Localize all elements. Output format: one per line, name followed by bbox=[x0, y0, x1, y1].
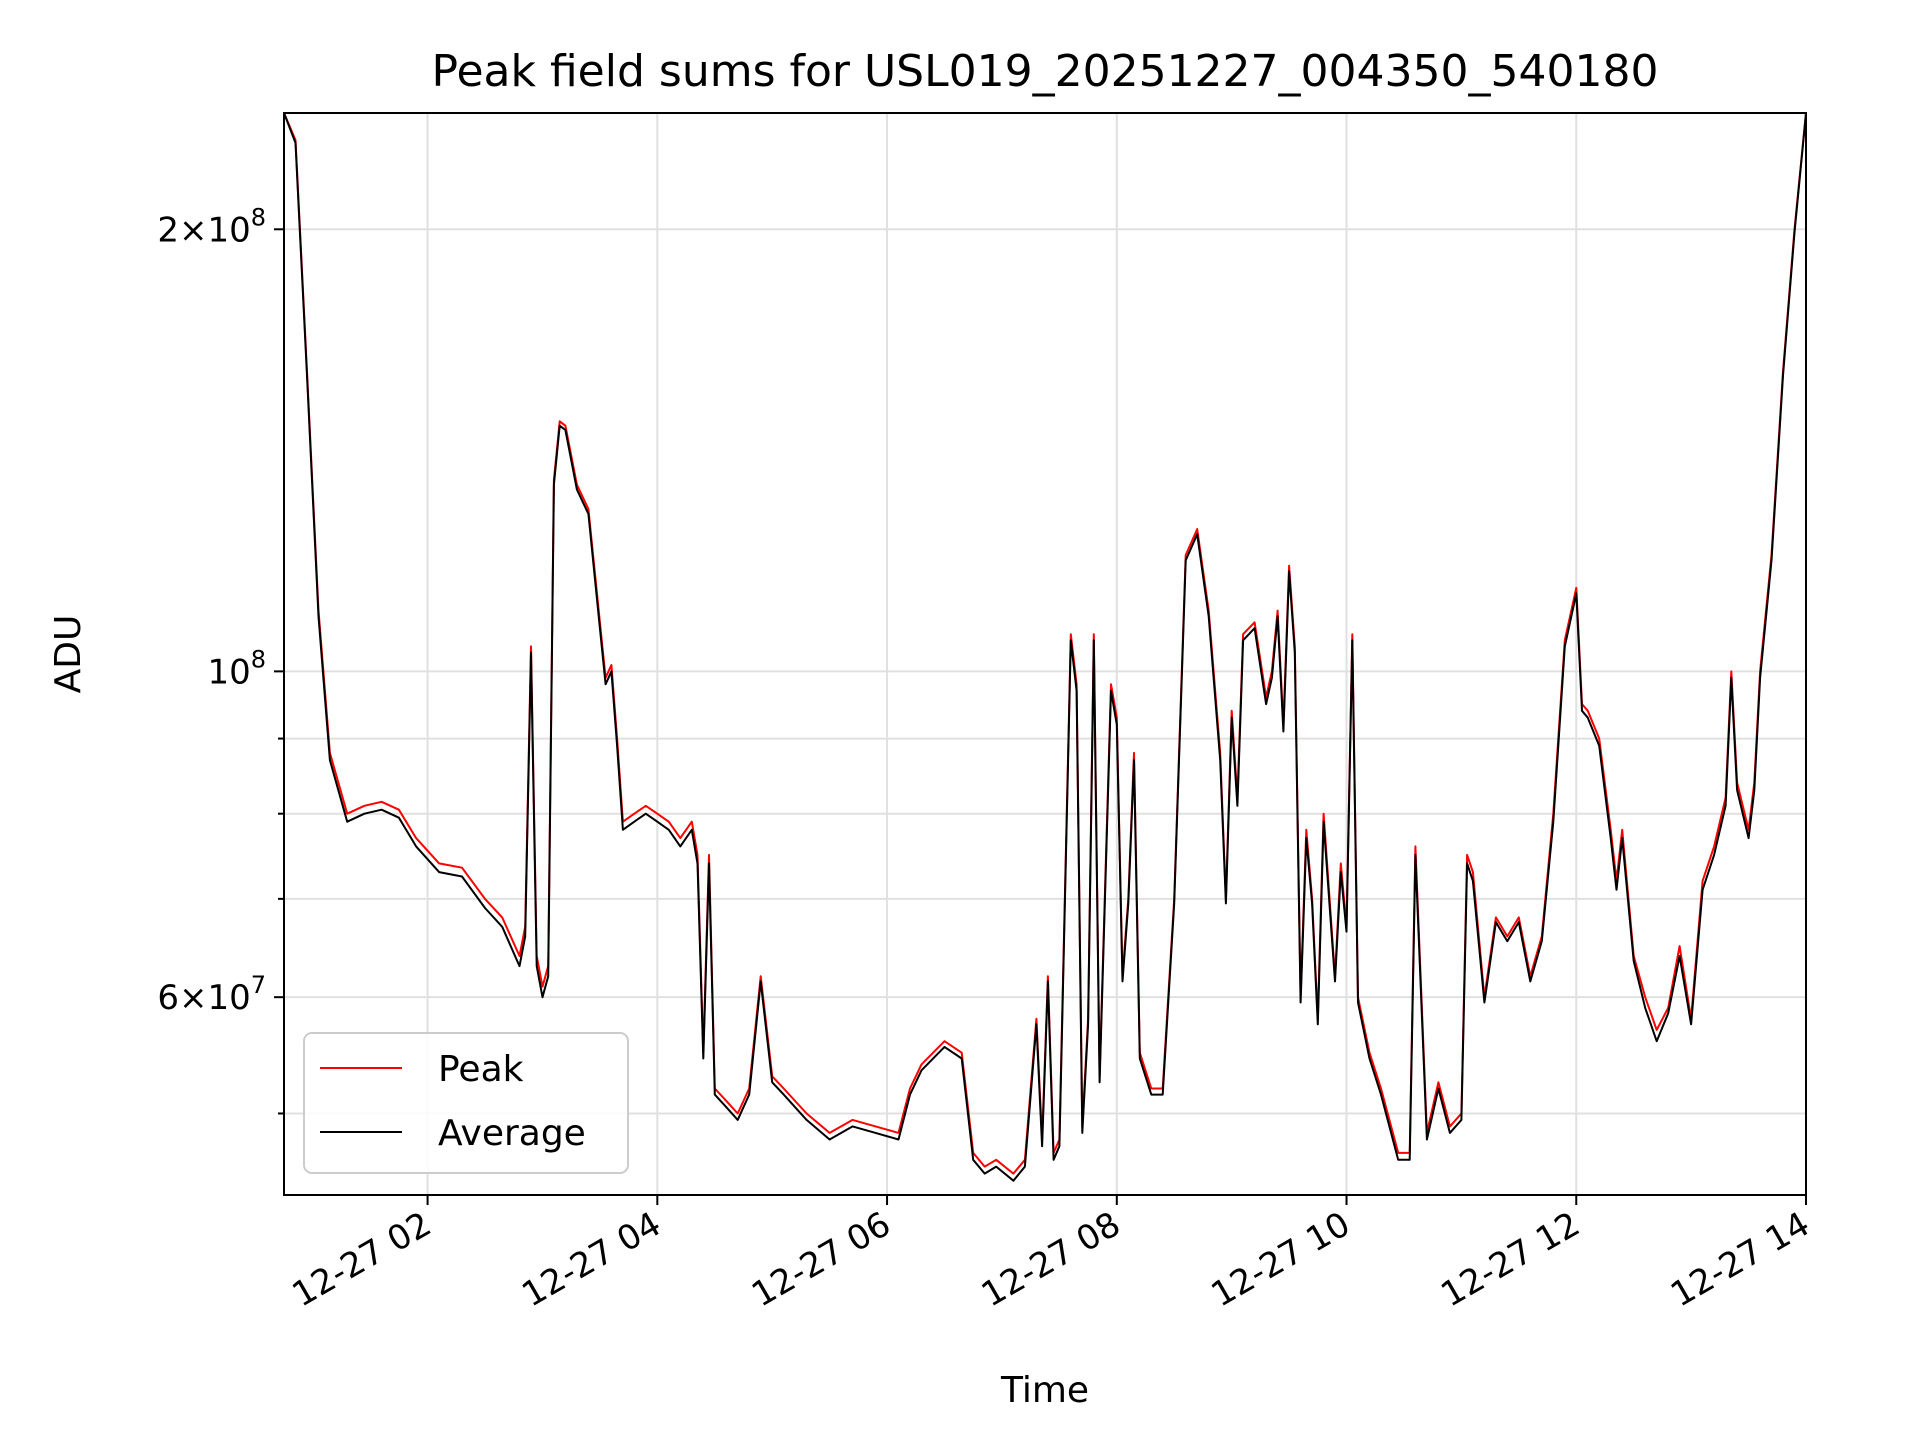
x-tick-label: 12-27 06 bbox=[745, 1204, 897, 1315]
series-line-average bbox=[284, 113, 1806, 1182]
y-tick-label: 6×107 bbox=[157, 971, 266, 1018]
legend-label-average: Average bbox=[438, 1113, 586, 1154]
series-line-peak bbox=[284, 113, 1806, 1175]
x-tick-label: 12-27 12 bbox=[1434, 1204, 1586, 1315]
plot-frame bbox=[283, 112, 1807, 1196]
chart-title: Peak field sums for USL019_20251227_0043… bbox=[432, 46, 1659, 97]
x-tick-label: 12-27 04 bbox=[515, 1204, 667, 1315]
x-tick-label: 12-27 02 bbox=[286, 1204, 438, 1315]
series-layer bbox=[284, 113, 1806, 1182]
grid bbox=[284, 113, 1806, 1195]
x-axis-label: Time bbox=[1000, 1370, 1089, 1411]
legend: Peak Average bbox=[303, 1032, 629, 1174]
y-tick-label: 108 bbox=[207, 645, 266, 692]
y-axis-label: ADU bbox=[48, 615, 89, 694]
x-tick-label: 12-27 14 bbox=[1664, 1204, 1816, 1315]
x-tick-label: 12-27 08 bbox=[975, 1204, 1127, 1315]
y-tick-label: 2×108 bbox=[157, 203, 266, 250]
legend-label-peak: Peak bbox=[438, 1049, 524, 1090]
x-tick-label: 12-27 10 bbox=[1205, 1204, 1357, 1315]
